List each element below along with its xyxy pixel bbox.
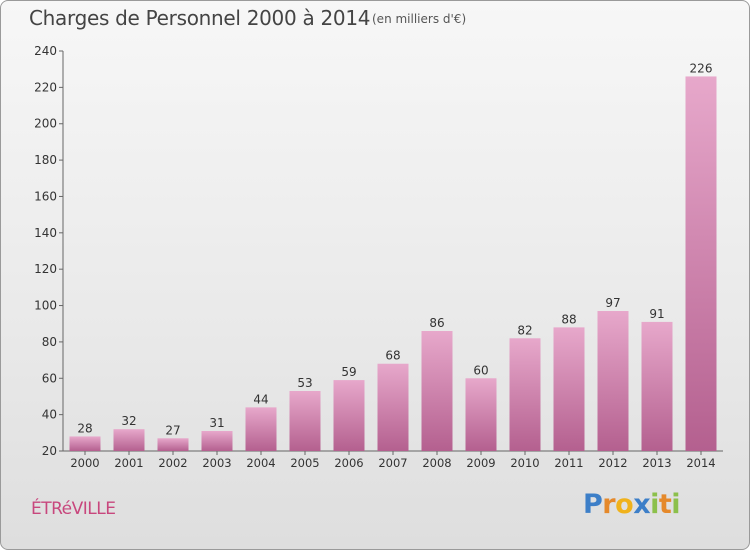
y-tick-label: 200 — [34, 117, 57, 131]
y-tick-label: 100 — [34, 299, 57, 313]
y-tick-label: 140 — [34, 226, 57, 240]
x-tick-label: 2014 — [686, 456, 715, 470]
x-tick-label: 2003 — [202, 456, 231, 470]
bar-2003 — [201, 431, 233, 451]
x-tick-label: 2011 — [554, 456, 583, 470]
data-label: 88 — [561, 312, 576, 326]
data-label: 27 — [165, 423, 180, 437]
logo-letter: o — [615, 489, 634, 520]
data-label: 59 — [341, 365, 356, 379]
x-tick-label: 2002 — [158, 456, 187, 470]
bar-2001 — [113, 429, 145, 451]
y-tick-label: 80 — [42, 335, 57, 349]
x-tick-label: 2000 — [70, 456, 99, 470]
x-tick-label: 2009 — [466, 456, 495, 470]
data-label: 91 — [649, 307, 664, 321]
data-label: 53 — [297, 376, 312, 390]
data-label: 44 — [253, 392, 268, 406]
logo-letter: r — [602, 489, 616, 520]
bar-2002 — [157, 438, 189, 451]
y-tick-label: 180 — [34, 153, 57, 167]
bar-2005 — [289, 391, 321, 451]
data-label: 32 — [121, 414, 136, 428]
data-label: 31 — [209, 416, 224, 430]
data-label: 86 — [429, 316, 444, 330]
logo-letter: i — [671, 489, 681, 520]
bar-2010 — [509, 338, 541, 451]
y-tick-label: 240 — [34, 44, 57, 58]
y-tick-label: 220 — [34, 80, 57, 94]
bar-2011 — [553, 327, 585, 451]
data-label: 97 — [605, 296, 620, 310]
x-tick-label: 2013 — [642, 456, 671, 470]
data-label: 68 — [385, 349, 400, 363]
data-label: 226 — [690, 61, 713, 75]
proxiti-logo: Proxiti — [583, 489, 681, 520]
logo-letter: x — [633, 489, 651, 520]
x-tick-label: 2007 — [378, 456, 407, 470]
x-tick-label: 2008 — [422, 456, 451, 470]
bar-2000 — [69, 436, 101, 451]
data-label: 82 — [517, 323, 532, 337]
chart-subtitle: (en milliers d'€) — [372, 12, 467, 26]
y-tick-label: 160 — [34, 189, 57, 203]
bar-2008 — [421, 331, 453, 451]
chart-title: Charges de Personnel 2000 à 2014 — [29, 6, 371, 30]
logo-letter: i — [650, 489, 659, 520]
x-tick-label: 2010 — [510, 456, 539, 470]
bar-2009 — [465, 378, 497, 451]
y-tick-label: 60 — [42, 371, 57, 385]
bar-2006 — [333, 380, 365, 451]
x-tick-label: 2012 — [598, 456, 627, 470]
logo-letter: t — [658, 489, 672, 520]
data-label: 60 — [473, 363, 488, 377]
x-tick-label: 2001 — [114, 456, 143, 470]
bar-2012 — [597, 311, 629, 451]
city-name: ÉTRéVILLE — [31, 499, 116, 519]
y-tick-label: 40 — [42, 408, 57, 422]
y-tick-label: 20 — [42, 444, 57, 458]
logo-letter: P — [583, 489, 603, 520]
bar-2014 — [685, 76, 717, 452]
data-label: 28 — [77, 421, 92, 435]
x-tick-label: 2004 — [246, 456, 275, 470]
x-tick-label: 2006 — [334, 456, 363, 470]
bar-2007 — [377, 363, 409, 451]
x-tick-label: 2005 — [290, 456, 319, 470]
bar-2004 — [245, 407, 277, 451]
y-tick-label: 120 — [34, 262, 57, 276]
bar-2013 — [641, 321, 673, 451]
